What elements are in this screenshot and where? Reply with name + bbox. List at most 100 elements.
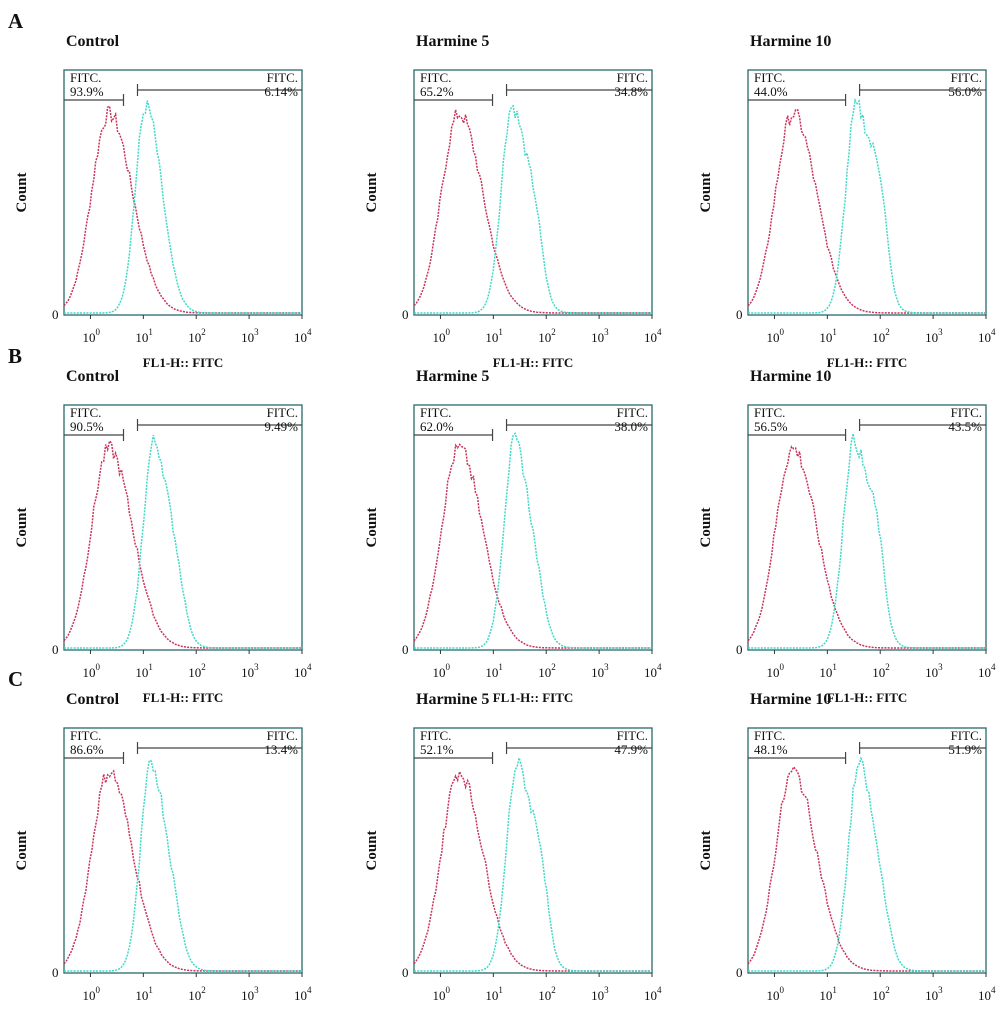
row-letter: A <box>8 9 24 33</box>
control-histogram-trace <box>747 108 986 314</box>
treated-histogram-trace <box>64 435 302 649</box>
plot-frame <box>747 69 987 316</box>
left-gate-line <box>64 94 125 106</box>
left-gate-line <box>64 429 125 441</box>
control-histogram-trace <box>63 105 302 314</box>
right-gate-label: FITC. <box>617 405 648 420</box>
x-tick-label: 103 <box>591 985 609 1003</box>
x-tick-label: 101 <box>819 662 837 680</box>
left-gate-line <box>414 752 494 764</box>
left-gate-label: FITC. <box>70 405 101 420</box>
x-tick-label: 101 <box>485 662 503 680</box>
y-zero-label: 0 <box>52 965 59 980</box>
right-gate-percent: 51.9% <box>948 742 982 757</box>
x-tick-label: 100 <box>766 985 784 1003</box>
x-tick-label: 100 <box>432 985 450 1003</box>
control-histogram-trace <box>413 769 652 972</box>
right-gate-label: FITC. <box>951 728 982 743</box>
x-tick-label: 104 <box>294 327 312 345</box>
x-axis-label: FL1-H:: FITC <box>493 355 574 370</box>
left-gate-percent: 90.5% <box>70 419 104 434</box>
plot-frame <box>63 69 303 316</box>
row-letter: C <box>8 667 23 691</box>
x-tick-label: 103 <box>925 662 943 680</box>
x-tick-label: 103 <box>925 985 943 1003</box>
x-tick-label: 102 <box>188 662 206 680</box>
left-gate-label: FITC. <box>70 728 101 743</box>
left-gate-label: FITC. <box>754 405 785 420</box>
right-gate-line <box>858 742 986 754</box>
y-axis-label: Count <box>364 507 380 547</box>
x-tick-label: 104 <box>644 662 662 680</box>
left-gate-percent: 65.2% <box>420 84 454 99</box>
treated-histogram-trace <box>748 97 986 314</box>
left-gate-label: FITC. <box>420 70 451 85</box>
panel-title: Control <box>66 33 120 50</box>
x-tick-label: 100 <box>432 662 450 680</box>
panel-title: Control <box>66 368 120 385</box>
panel-title: Harmine 5 <box>416 33 489 50</box>
left-gate-label: FITC. <box>420 728 451 743</box>
x-tick-label: 104 <box>644 985 662 1003</box>
right-gate-line <box>136 742 302 754</box>
treated-histogram-trace <box>64 100 302 314</box>
control-histogram-trace <box>63 439 302 649</box>
treated-histogram-trace <box>748 433 986 649</box>
panel-title: Harmine 10 <box>750 368 831 385</box>
control-histogram-trace <box>413 443 652 649</box>
left-gate-label: FITC. <box>754 728 785 743</box>
plot-frame <box>747 727 987 974</box>
left-gate-line <box>748 429 847 441</box>
right-gate-percent: 13.4% <box>264 742 298 757</box>
y-zero-label: 0 <box>736 307 743 322</box>
x-tick-label: 101 <box>135 662 153 680</box>
y-zero-label: 0 <box>736 642 743 657</box>
x-tick-label: 102 <box>538 662 556 680</box>
panel-title: Control <box>66 691 120 708</box>
right-gate-label: FITC. <box>617 70 648 85</box>
control-histogram-trace <box>413 109 652 314</box>
x-tick-label: 102 <box>188 327 206 345</box>
right-gate-percent: 38.0% <box>614 419 648 434</box>
x-tick-label: 103 <box>591 327 609 345</box>
right-gate-label: FITC. <box>617 728 648 743</box>
x-tick-label: 103 <box>241 662 259 680</box>
right-gate-percent: 9.49% <box>264 419 298 434</box>
y-axis-label: Count <box>14 172 30 212</box>
y-zero-label: 0 <box>402 965 409 980</box>
x-axis-label: FL1-H:: FITC <box>143 355 224 370</box>
x-axis-label: FL1-H:: FITC <box>827 355 908 370</box>
panel-title: Harmine 10 <box>750 691 831 708</box>
x-tick-label: 104 <box>644 327 662 345</box>
left-gate-percent: 44.0% <box>754 84 788 99</box>
x-axis-label: FL1-H:: FITC <box>827 690 908 705</box>
left-gate-percent: 86.6% <box>70 742 104 757</box>
left-gate-percent: 56.5% <box>754 419 788 434</box>
right-gate-line <box>136 84 302 96</box>
x-tick-label: 100 <box>82 327 100 345</box>
right-gate-percent: 47.9% <box>614 742 648 757</box>
y-axis-label: Count <box>698 830 714 870</box>
left-gate-label: FITC. <box>420 405 451 420</box>
left-gate-line <box>748 752 847 764</box>
x-tick-label: 100 <box>82 662 100 680</box>
treated-histogram-trace <box>64 759 302 972</box>
x-tick-label: 102 <box>538 327 556 345</box>
left-gate-line <box>748 94 847 106</box>
left-gate-line <box>414 429 494 441</box>
treated-histogram-trace <box>414 754 652 972</box>
x-tick-label: 104 <box>294 662 312 680</box>
y-zero-label: 0 <box>52 307 59 322</box>
left-gate-percent: 62.0% <box>420 419 454 434</box>
x-axis-label: FL1-H:: FITC <box>143 690 224 705</box>
treated-histogram-trace <box>414 431 652 649</box>
